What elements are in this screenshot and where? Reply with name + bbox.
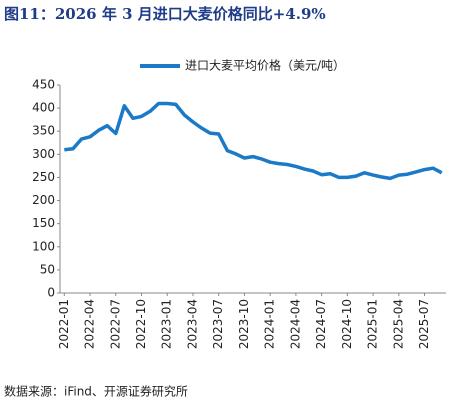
y-tick-label: 150 bbox=[32, 216, 55, 230]
y-tick-label: 50 bbox=[40, 262, 55, 276]
source-note: 数据来源：iFind、开源证券研究所 bbox=[4, 384, 188, 399]
chart-title: 图11：2026 年 3 月进口大麦价格同比+4.9% bbox=[4, 5, 326, 23]
y-tick-label: 200 bbox=[32, 193, 55, 207]
x-tick-label: 2025-07 bbox=[417, 299, 431, 349]
legend-label: 进口大麦平均价格（美元/吨） bbox=[185, 58, 345, 73]
x-tick-label: 2023-07 bbox=[211, 299, 225, 349]
y-tick-label: 350 bbox=[32, 124, 55, 138]
y-tick-label: 400 bbox=[32, 101, 55, 115]
x-tick-label: 2025-01 bbox=[366, 299, 380, 349]
x-tick-label: 2023-10 bbox=[237, 299, 251, 349]
x-tick-label: 2023-04 bbox=[185, 299, 199, 349]
x-tick-label: 2022-04 bbox=[83, 299, 97, 349]
x-tick-label: 2023-01 bbox=[160, 299, 174, 349]
y-tick-label: 450 bbox=[32, 78, 55, 92]
x-tick-label: 2025-04 bbox=[391, 299, 405, 349]
x-tick-label: 2024-07 bbox=[314, 299, 328, 349]
y-tick-label: 300 bbox=[32, 147, 55, 161]
x-tick-label: 2024-01 bbox=[263, 299, 277, 349]
x-tick-label: 2022-07 bbox=[108, 299, 122, 349]
y-tick-label: 0 bbox=[47, 286, 55, 300]
x-tick-label: 2022-01 bbox=[57, 299, 71, 349]
y-tick-label: 250 bbox=[32, 170, 55, 184]
x-tick-label: 2024-04 bbox=[288, 299, 302, 349]
x-tick-label: 2024-10 bbox=[340, 299, 354, 349]
y-tick-label: 100 bbox=[32, 239, 55, 253]
x-tick-label: 2022-10 bbox=[134, 299, 148, 349]
data-line bbox=[64, 101, 443, 181]
